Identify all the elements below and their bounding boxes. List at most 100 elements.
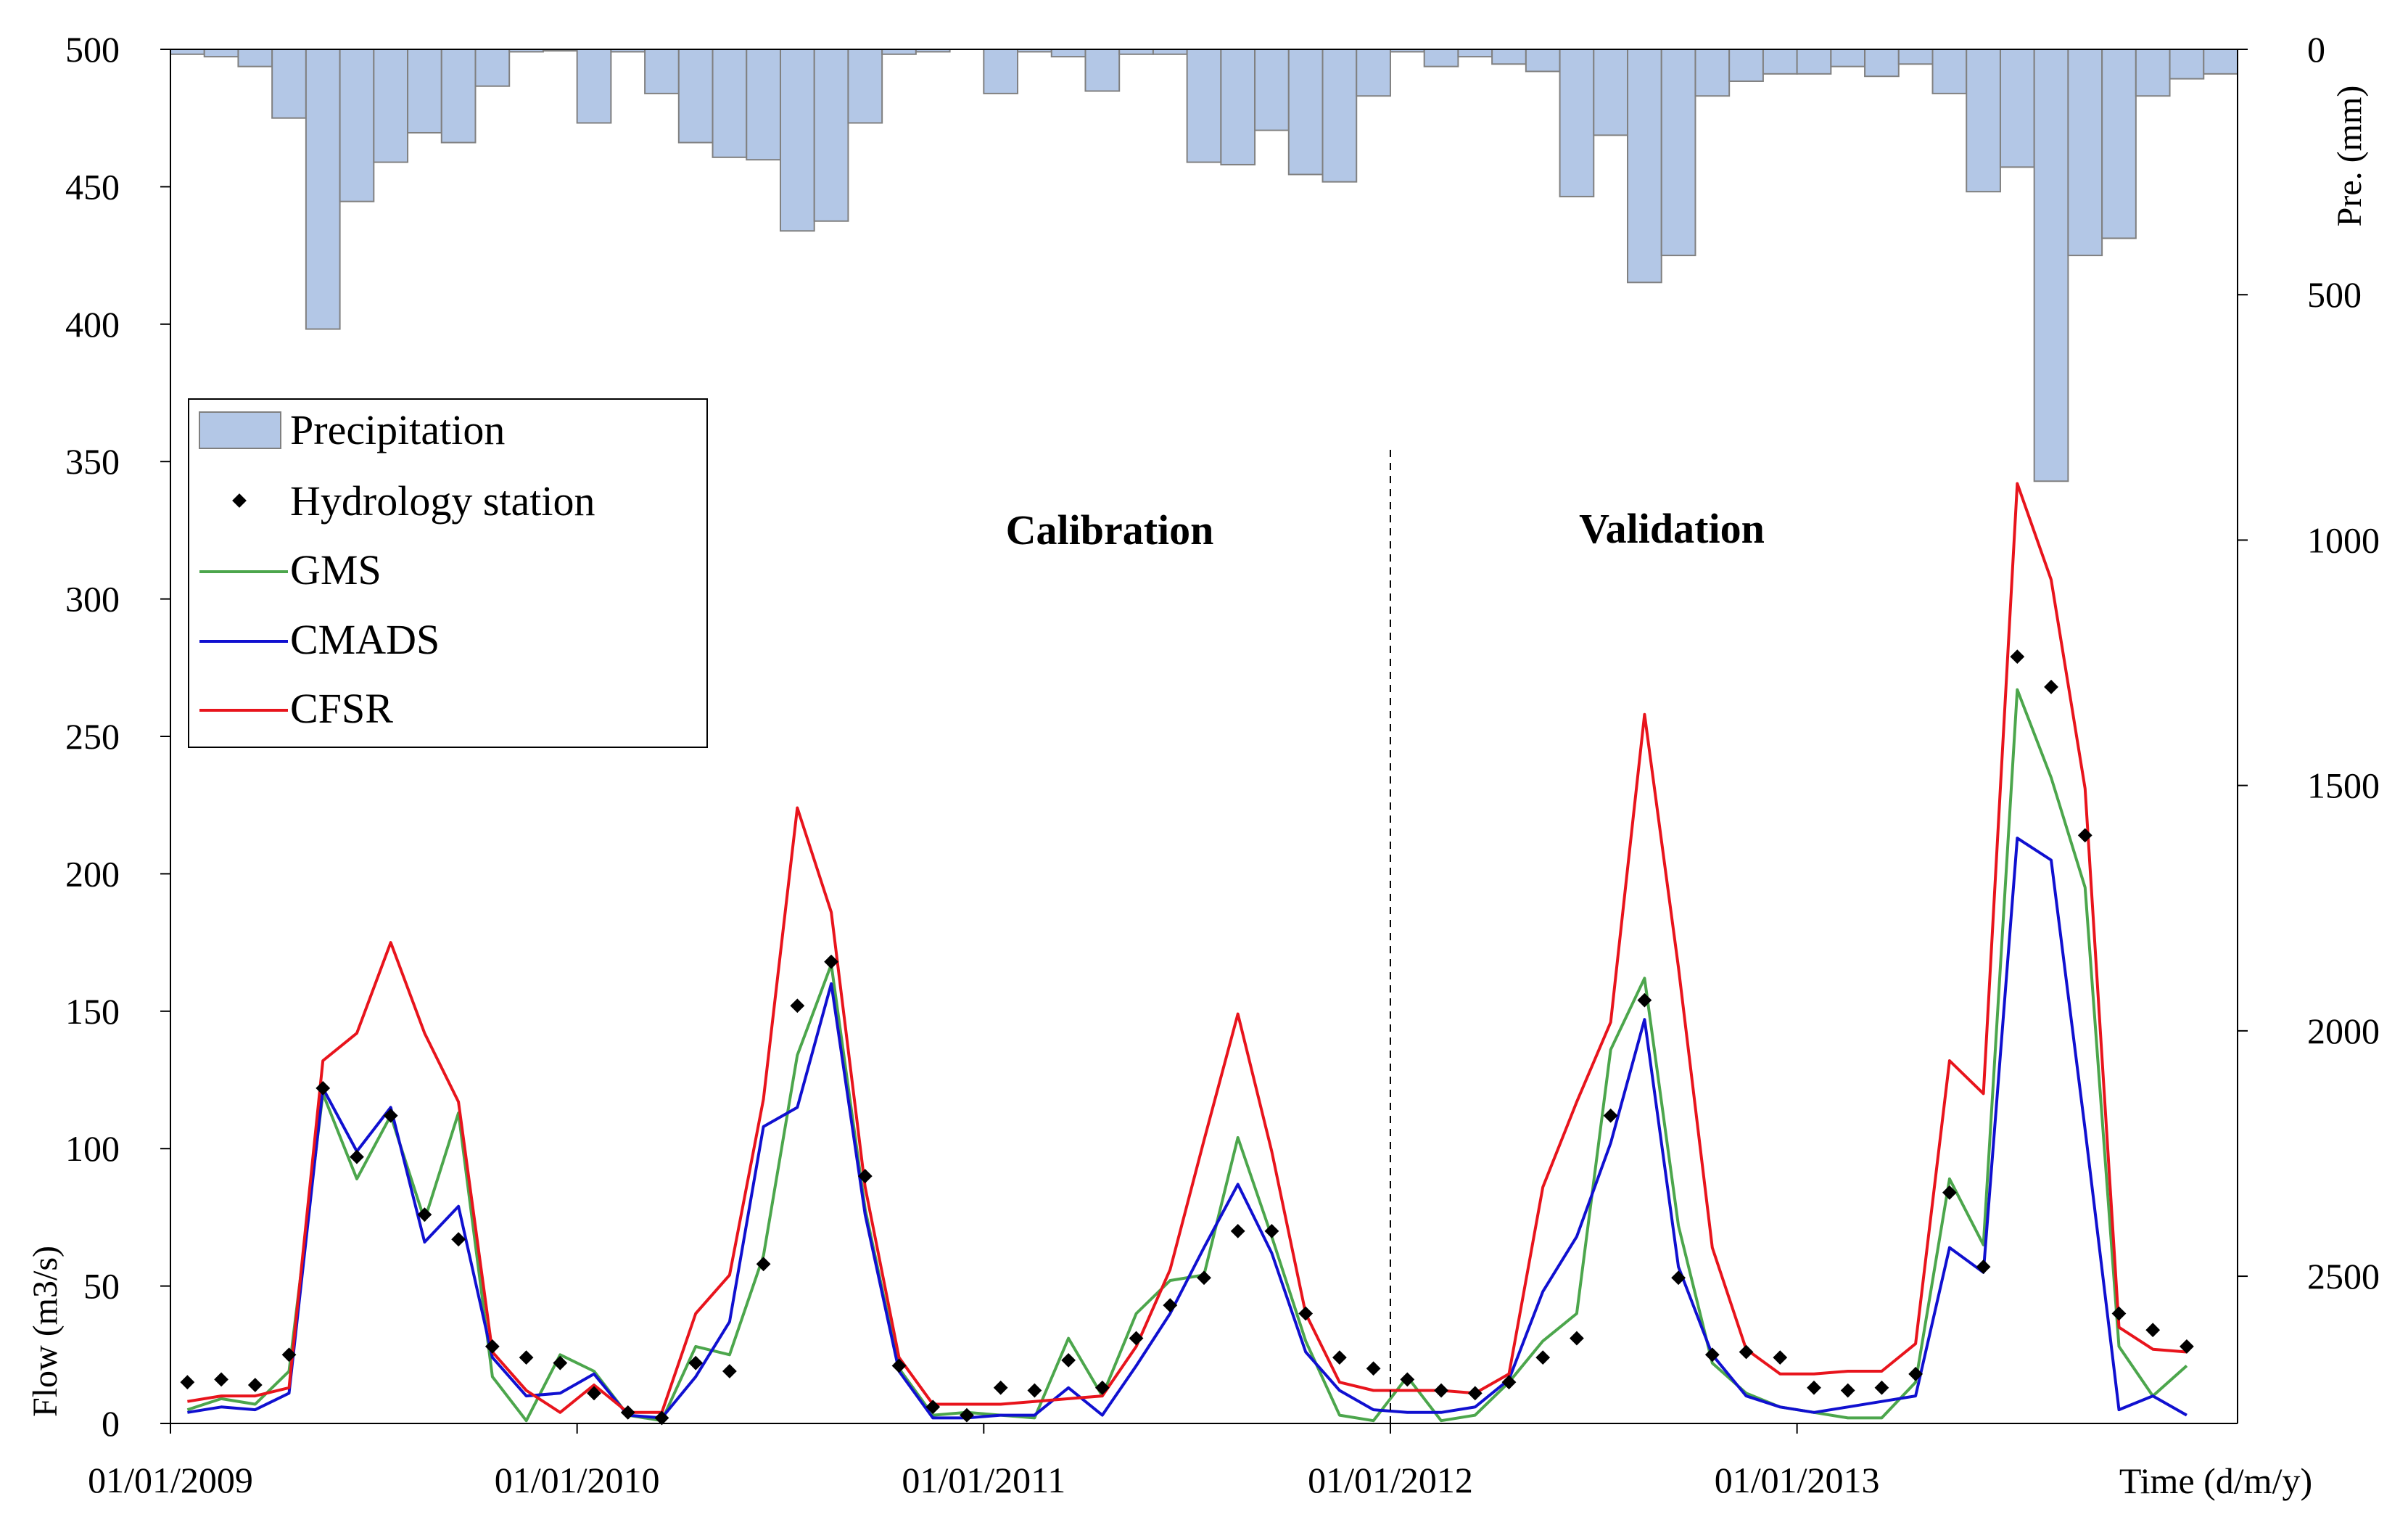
- hydrology-station-marker: [2044, 679, 2058, 694]
- validation-label: Validation: [1579, 505, 1765, 552]
- hydrology-station-marker: [485, 1339, 500, 1354]
- legend-station-marker: [232, 493, 247, 508]
- calibration-label: Calibration: [1006, 506, 1214, 554]
- hydrology-station-marker: [1400, 1372, 1415, 1387]
- precipitation-bar: [576, 49, 612, 124]
- hydrology-station-marker: [1840, 1383, 1855, 1398]
- hydrology-station-marker: [214, 1372, 228, 1387]
- y-tick-label: 350: [65, 441, 120, 482]
- y2-tick-label: 2000: [2307, 1011, 2380, 1051]
- precipitation-bar: [1321, 49, 1358, 183]
- axes: [160, 49, 2248, 1434]
- hydrology-station-marker: [2010, 649, 2025, 665]
- precipitation-bar: [1728, 49, 1764, 82]
- hydrology-station-marker: [993, 1380, 1008, 1395]
- hydrology-station-marker: [722, 1364, 737, 1378]
- hydrology-station-marker: [1332, 1350, 1347, 1365]
- precipitation-bar: [1694, 49, 1731, 97]
- hydrology-station-marker: [1264, 1223, 1279, 1238]
- precipitation-bar: [1966, 49, 2001, 193]
- precipitation-bar: [1864, 49, 1900, 78]
- precipitation-bar: [779, 49, 815, 232]
- hydrology-station-marker: [2145, 1323, 2161, 1338]
- precipitation-bar: [2203, 49, 2239, 75]
- hydrology-station-marker: [1501, 1375, 1517, 1390]
- y-tick-label: 150: [65, 991, 120, 1032]
- hydrology-station-marker: [2180, 1339, 2194, 1354]
- legend-cfsr-label: CFSR: [290, 685, 393, 732]
- hydrology-station-marker: [756, 1257, 771, 1272]
- hydrology-station-marker: [180, 1375, 195, 1390]
- precipitation-bar: [407, 49, 442, 133]
- hydrology-station-marker: [1197, 1270, 1211, 1286]
- x-tick-label: 01/01/2010: [495, 1460, 660, 1500]
- hydrology-station-marker: [2111, 1306, 2127, 1321]
- legend-station-label: Hydrology station: [290, 477, 595, 525]
- precipitation-bar: [170, 49, 205, 55]
- precipitation-bar: [712, 49, 748, 158]
- precipitation-bar: [1627, 49, 1662, 284]
- precipitation-bar: [1999, 49, 2035, 168]
- precipitation-bar: [1525, 49, 1561, 73]
- precipitation-bar: [1254, 49, 1290, 131]
- y-tick-label: 50: [83, 1266, 120, 1307]
- y2-axis-title: Pre. (mm): [2330, 86, 2369, 227]
- precipitation-bars: [170, 49, 2239, 482]
- y-axis-title: Flow (m3/s): [26, 1246, 65, 1417]
- hydrology-station-marker: [891, 1358, 907, 1373]
- x-tick-label: 01/01/2013: [1715, 1460, 1880, 1500]
- hydrology-station-marker: [1671, 1270, 1686, 1286]
- precipitation-bar: [440, 49, 477, 144]
- hydrology-station-marker: [1807, 1380, 1821, 1395]
- hydrology-station-markers: [180, 649, 2194, 1426]
- hydrology-station-marker: [1874, 1380, 1889, 1395]
- precipitation-bar: [1356, 49, 1391, 97]
- hydrology-station-marker: [1434, 1383, 1448, 1398]
- hydrology-station-marker: [2077, 828, 2092, 843]
- y2-tick-label: 500: [2307, 274, 2362, 315]
- precipitation-bar: [677, 49, 714, 144]
- y-tick-label: 300: [65, 579, 120, 620]
- x-tick-label: 01/01/2011: [902, 1460, 1065, 1500]
- precipitation-bar: [1186, 49, 1222, 163]
- hydrology-station-marker: [1942, 1185, 1957, 1200]
- precipitation-bar: [1796, 49, 1832, 75]
- y2-tick-label: 1500: [2307, 765, 2380, 806]
- precipitation-bar: [1897, 49, 1934, 65]
- precipitation-bar: [1830, 49, 1866, 67]
- cmads-line: [187, 837, 2188, 1420]
- hydrology-station-marker: [654, 1410, 669, 1426]
- legend-gms-label: GMS: [290, 546, 382, 593]
- hydrology-station-marker: [553, 1355, 568, 1370]
- y2-tick-label: 2500: [2307, 1256, 2380, 1296]
- precipitation-bar: [1084, 49, 1121, 92]
- y2-tick-label: 0: [2307, 29, 2325, 70]
- precipitation-bar: [373, 49, 409, 163]
- hydrology-station-marker: [1637, 992, 1652, 1008]
- precipitation-bar: [1152, 49, 1188, 55]
- hydrology-station-marker: [925, 1400, 941, 1415]
- hydrology-station-marker: [1535, 1350, 1551, 1365]
- precipitation-bar: [1423, 49, 1459, 67]
- legend: Precipitation Hydrology station GMS CMAD…: [188, 398, 708, 748]
- precipitation-bar: [881, 49, 917, 55]
- precipitation-bar: [1287, 49, 1324, 176]
- precipitation-bar: [1118, 49, 1154, 55]
- legend-precipitation-swatch: [199, 411, 281, 449]
- hydrology-station-marker: [1027, 1383, 1042, 1398]
- precipitation-bar: [339, 49, 375, 202]
- hydrology-station-marker: [1129, 1331, 1144, 1346]
- hydrology-station-marker: [1366, 1361, 1381, 1376]
- precipitation-bar: [2135, 49, 2171, 97]
- hydrology-station-marker: [1230, 1223, 1245, 1238]
- precipitation-bar: [2169, 49, 2205, 80]
- precipitation-bar: [305, 49, 341, 330]
- hydrology-station-marker: [1908, 1366, 1923, 1381]
- precipitation-bar: [1593, 49, 1629, 136]
- precipitation-bar: [1660, 49, 1696, 257]
- hydrology-station-marker: [688, 1355, 704, 1370]
- precipitation-bar: [813, 49, 849, 222]
- hydrology-station-marker: [316, 1080, 331, 1096]
- hydrology-station-marker: [1773, 1350, 1788, 1365]
